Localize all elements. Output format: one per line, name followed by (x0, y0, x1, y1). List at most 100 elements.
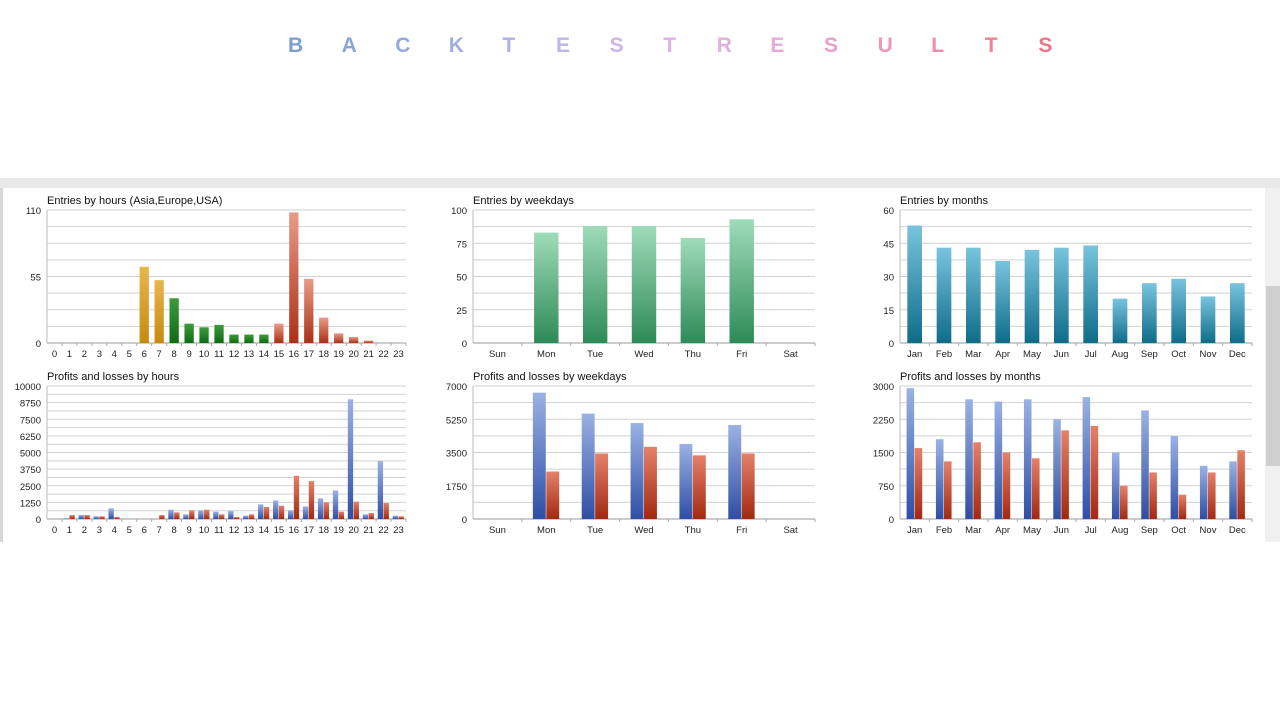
x-tick-label: 21 (363, 349, 374, 360)
y-tick-label: 45 (883, 239, 894, 250)
x-tick-label: 1 (67, 525, 72, 536)
y-tick-label: 3000 (873, 382, 894, 393)
bar (1142, 283, 1157, 343)
x-tick-label: 10 (199, 525, 210, 536)
x-tick-label: 0 (52, 525, 57, 536)
bar (1002, 452, 1011, 519)
bar (304, 278, 314, 343)
bar (229, 334, 239, 343)
x-tick-label: 2 (82, 349, 87, 360)
chart-title: Entries by hours (Asia,Europe,USA) (47, 195, 222, 207)
chart-title: Profits and losses by months (900, 371, 1041, 383)
bar (169, 298, 179, 343)
bar (174, 512, 180, 519)
y-tick-label: 0 (889, 515, 894, 526)
y-tick-label: 50 (456, 273, 467, 284)
x-tick-label: 19 (333, 349, 344, 360)
bar (595, 453, 609, 519)
scrollbar-thumb[interactable] (1266, 286, 1280, 466)
bar (907, 225, 922, 343)
x-tick-label: Nov (1200, 349, 1217, 360)
charts-canvas: Entries by hours (Asia,Europe,USA)055110… (15, 195, 1253, 536)
bar (214, 324, 224, 343)
title-letter: A (341, 34, 357, 57)
x-tick-label: Jan (907, 525, 922, 536)
bar (398, 516, 404, 519)
bar (1024, 249, 1040, 343)
bar (189, 510, 195, 519)
x-tick-label: 8 (171, 349, 176, 360)
y-tick-label: 100 (451, 206, 467, 217)
title-letter: L (931, 34, 945, 57)
bar (728, 424, 742, 519)
x-tick-label: Fri (736, 525, 747, 536)
x-tick-label: 13 (244, 349, 255, 360)
bar (363, 340, 374, 343)
y-tick-label: 3750 (20, 465, 41, 476)
x-tick-label: 20 (348, 525, 359, 536)
bar (334, 333, 344, 343)
bar (63, 518, 69, 519)
x-tick-label: 5 (127, 349, 132, 360)
bar (93, 516, 99, 519)
x-tick-label: Mon (537, 525, 555, 536)
x-tick-label: Sat (783, 349, 798, 360)
y-tick-label: 0 (36, 515, 41, 526)
bar (108, 508, 114, 519)
y-tick-label: 5250 (446, 415, 467, 426)
y-tick-label: 2250 (873, 415, 894, 426)
x-tick-label: 4 (112, 525, 117, 536)
x-tick-label: 23 (393, 525, 404, 536)
bar (274, 323, 284, 343)
chart-title: Profits and losses by weekdays (473, 371, 627, 383)
bar (1199, 465, 1208, 519)
x-tick-label: 18 (318, 525, 329, 536)
bar (1208, 472, 1216, 519)
x-tick-label: 12 (229, 349, 240, 360)
bar (1111, 452, 1120, 519)
bar (1061, 430, 1069, 519)
y-tick-label: 25 (456, 306, 467, 317)
bar (219, 514, 225, 519)
chart-3: Profits and losses by hours0125025003750… (15, 371, 407, 536)
y-tick-label: 60 (883, 206, 894, 217)
x-tick-label: 6 (142, 349, 147, 360)
bar (278, 505, 285, 519)
x-tick-label: 13 (244, 525, 255, 536)
bar (319, 317, 329, 343)
bar (631, 225, 657, 343)
bar (679, 443, 693, 519)
title-letter: E (556, 34, 571, 57)
title-letter: K (448, 34, 464, 57)
bar (532, 392, 546, 519)
bar (228, 511, 234, 519)
bar (99, 516, 105, 519)
bar (289, 212, 299, 343)
bar (936, 247, 952, 343)
x-tick-label: Wed (634, 525, 653, 536)
x-tick-label: 12 (229, 525, 240, 536)
bar (263, 507, 270, 519)
bar (308, 481, 315, 519)
x-tick-label: Mon (537, 349, 555, 360)
x-tick-label: 3 (97, 525, 102, 536)
x-tick-label: May (1023, 525, 1041, 536)
bar (692, 455, 706, 519)
bar (1023, 399, 1032, 519)
bar (966, 247, 981, 343)
bar (293, 475, 300, 519)
x-tick-label: Feb (936, 349, 952, 360)
bar (630, 423, 644, 519)
x-tick-label: 19 (333, 525, 344, 536)
bar (546, 471, 560, 519)
y-tick-label: 1250 (20, 498, 41, 509)
x-tick-label: Mar (965, 525, 981, 536)
bar (1229, 461, 1237, 519)
chart-5: Profits and losses by months 0 750 1500 2250… (873, 371, 1253, 536)
x-tick-label: Oct (1171, 349, 1186, 360)
bar (139, 266, 149, 343)
x-tick-label: Mar (965, 349, 981, 360)
bar (233, 517, 240, 519)
x-tick-label: 15 (274, 349, 285, 360)
